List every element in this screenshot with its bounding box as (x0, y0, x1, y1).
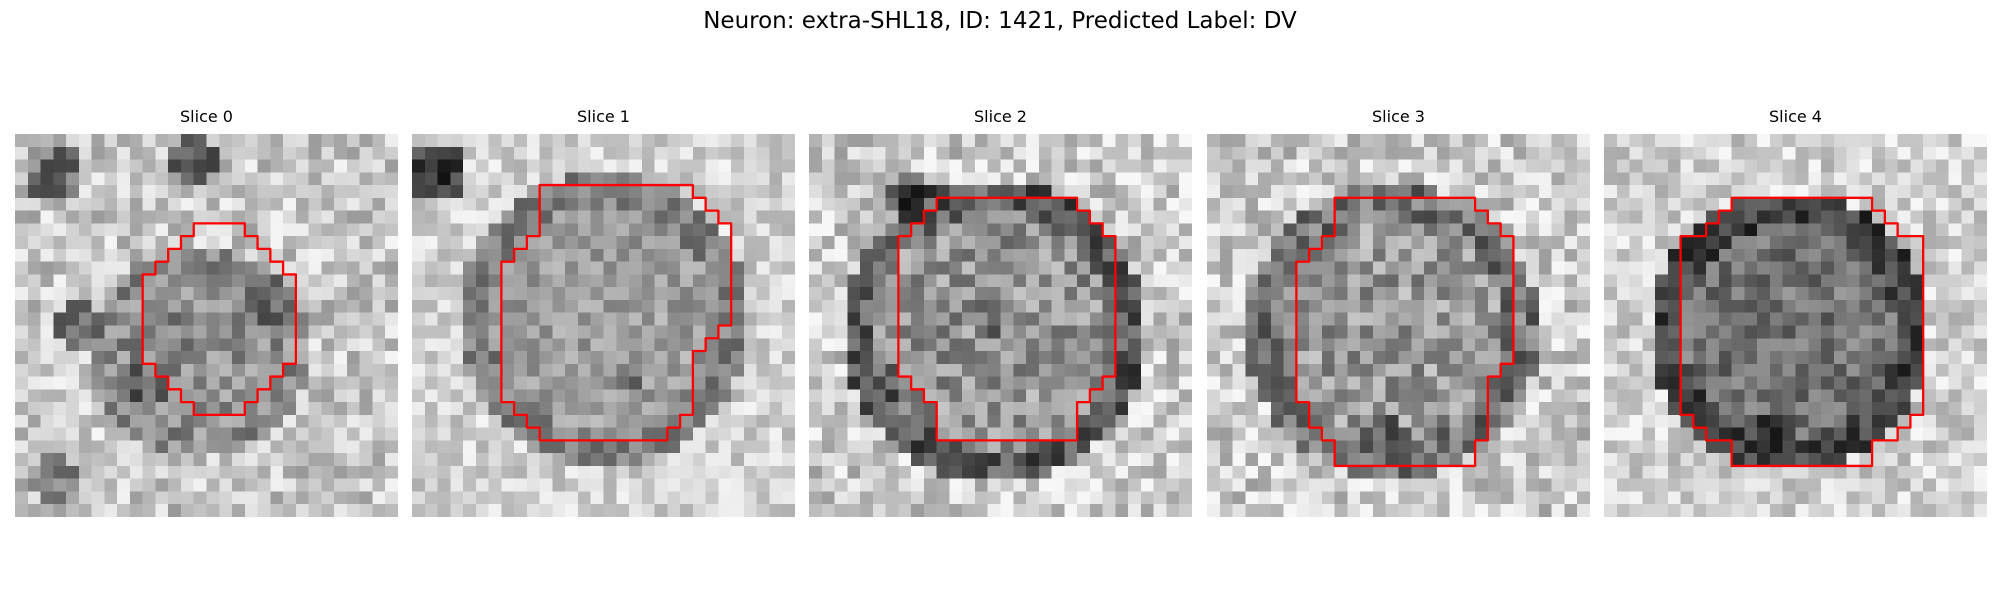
pixel-grid (1604, 134, 1987, 517)
segmentation-contour (1679, 196, 1925, 468)
pixel-grid (809, 134, 1192, 517)
figure-title: Neuron: extra-SHL18, ID: 1421, Predicted… (703, 8, 1297, 34)
slice-image-3 (1207, 134, 1590, 517)
slice-image-4 (1604, 134, 1987, 517)
slice-title-0: Slice 0 (180, 107, 233, 126)
slice-image-2 (809, 134, 1192, 517)
slice-image-1 (412, 134, 795, 517)
pixel-grid (15, 134, 398, 517)
slice-image-0 (15, 134, 398, 517)
slice-title-2: Slice 2 (974, 107, 1027, 126)
segmentation-contour (1295, 196, 1515, 468)
slice-title-1: Slice 1 (577, 107, 630, 126)
segmentation-contour (897, 196, 1117, 442)
segmentation-contour (500, 183, 733, 442)
pixel-grid (1207, 134, 1590, 517)
slice-title-4: Slice 4 (1769, 107, 1822, 126)
segmentation-contour (141, 222, 298, 417)
slice-title-3: Slice 3 (1372, 107, 1425, 126)
pixel-grid (412, 134, 795, 517)
